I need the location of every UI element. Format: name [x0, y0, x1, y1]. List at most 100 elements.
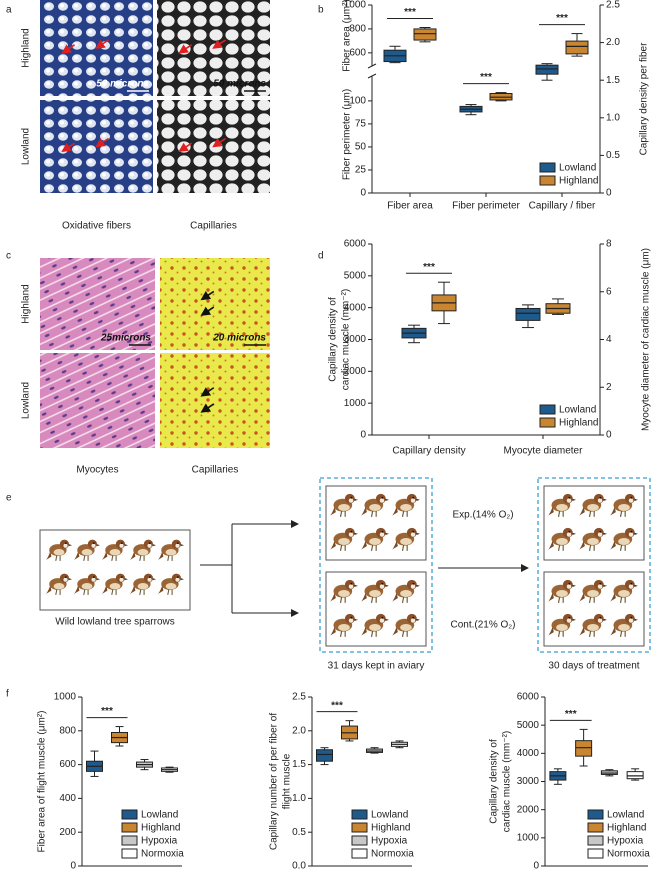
scale-bar-label: 20 microns [212, 333, 266, 344]
tick-label: 0 [533, 861, 539, 872]
micrograph [40, 353, 155, 448]
tick-label: 800 [349, 24, 366, 35]
panel-letter: d [318, 251, 324, 262]
tick-label: 400 [59, 793, 76, 804]
diagram-label: 31 days kept in aviary [328, 661, 425, 672]
tick-label: 4000 [344, 302, 367, 313]
legend-label: Lowland [559, 163, 596, 174]
tick-label: 8 [606, 239, 612, 250]
axis-label: Fiber area (μm²) [342, 0, 353, 72]
box [565, 40, 589, 55]
diagram-label: Exp.(14% O₂) [452, 510, 513, 521]
legend-swatch [351, 822, 368, 833]
tick-label: 2000 [344, 366, 367, 377]
legend-swatch [587, 822, 604, 833]
legend-label: Highland [559, 176, 598, 187]
tick-label: 0 [606, 188, 612, 199]
group-box [537, 477, 651, 653]
diagram-label: Wild lowland tree sparrows [55, 617, 175, 628]
legend-swatch [587, 848, 604, 859]
tick-label: 800 [59, 725, 76, 736]
panel-letter: a [6, 5, 12, 16]
legend-label: Hypoxia [607, 836, 644, 847]
image-arrow [200, 387, 215, 397]
tick-label: 2.5 [606, 0, 620, 11]
tick-label: 1.5 [606, 75, 620, 86]
tick-label: 1.0 [292, 793, 306, 804]
tick-label: 0 [70, 861, 76, 872]
axis-label: Myocyte diameter of cardiac muscle (μm) [641, 248, 652, 431]
tick-label: 2 [606, 382, 612, 393]
image-arrow [212, 39, 226, 49]
legend-swatch [539, 404, 556, 415]
significance-label: *** [565, 709, 577, 720]
tick-label: 5000 [517, 720, 540, 731]
legend-swatch [587, 835, 604, 846]
legend-label: Highland [559, 418, 598, 429]
axis-label: Fiber perimeter (μm) [342, 89, 353, 180]
panel-letter: c [6, 251, 11, 262]
tick-label: 4000 [517, 748, 540, 759]
axis-label: cardiac muscle (mm⁻²) [502, 731, 513, 832]
axis-label: Capillary density of [328, 297, 339, 382]
image-arrow [200, 403, 215, 413]
legend-swatch [539, 175, 556, 186]
legend-swatch [351, 809, 368, 820]
box [413, 28, 437, 41]
tick-label: 6000 [517, 692, 540, 703]
legend-label: Highland [607, 823, 646, 834]
legend-label: Hypoxia [141, 836, 178, 847]
legend-label: Normoxia [141, 849, 184, 860]
legend-label: Normoxia [607, 849, 650, 860]
legend-label: Lowland [607, 810, 644, 821]
legend-swatch [351, 848, 368, 859]
row-label: Lowland [21, 128, 32, 165]
tick-label: 600 [59, 759, 76, 770]
significance-label: *** [404, 7, 416, 18]
row-label: Highland [21, 28, 32, 67]
legend-swatch [121, 848, 138, 859]
tick-label: 5000 [344, 270, 367, 281]
tick-label: 0.5 [606, 150, 620, 161]
tick-label: 2.0 [292, 725, 306, 736]
significance-label: *** [556, 13, 568, 24]
box [515, 307, 541, 321]
legend-swatch [539, 417, 556, 428]
tick-label: 1000 [54, 692, 77, 703]
tick-label: 1000 [344, 0, 367, 11]
image-arrow [178, 142, 193, 153]
panel-letter: f [6, 689, 9, 700]
tick-label: 2.5 [292, 692, 306, 703]
scale-bar-label: 50 microns [96, 79, 149, 90]
row-label: Lowland [21, 382, 32, 419]
tick-label: 0 [360, 430, 366, 441]
tick-label: 0 [360, 188, 366, 199]
tick-label: 1000 [344, 398, 367, 409]
tick-label: 6000 [344, 239, 367, 250]
legend-label: Normoxia [371, 849, 414, 860]
tick-label: 3000 [517, 776, 540, 787]
significance-label: *** [423, 262, 435, 273]
x-tick-label: Fiber area [387, 201, 433, 212]
tick-label: 3000 [344, 334, 367, 345]
legend-label: Highland [371, 823, 410, 834]
legend-label: Hypoxia [371, 836, 408, 847]
tick-label: 0 [606, 430, 612, 441]
group-box [319, 477, 433, 653]
tick-label: 1.5 [292, 759, 306, 770]
tick-label: 0.0 [292, 861, 306, 872]
axis-label: Capillary density per fiber [639, 42, 650, 155]
column-label: Capillaries [192, 465, 239, 476]
x-tick-label: Fiber perimeter [452, 201, 520, 212]
image-arrow [95, 39, 109, 49]
axis-label: Capillary density of [489, 739, 500, 824]
tick-label: 25 [355, 165, 367, 176]
box [575, 740, 593, 757]
micrograph [160, 353, 270, 448]
significance-label: *** [480, 72, 492, 83]
legend-swatch [121, 835, 138, 846]
tick-label: 4 [606, 334, 612, 345]
panel-letter: b [318, 5, 324, 16]
